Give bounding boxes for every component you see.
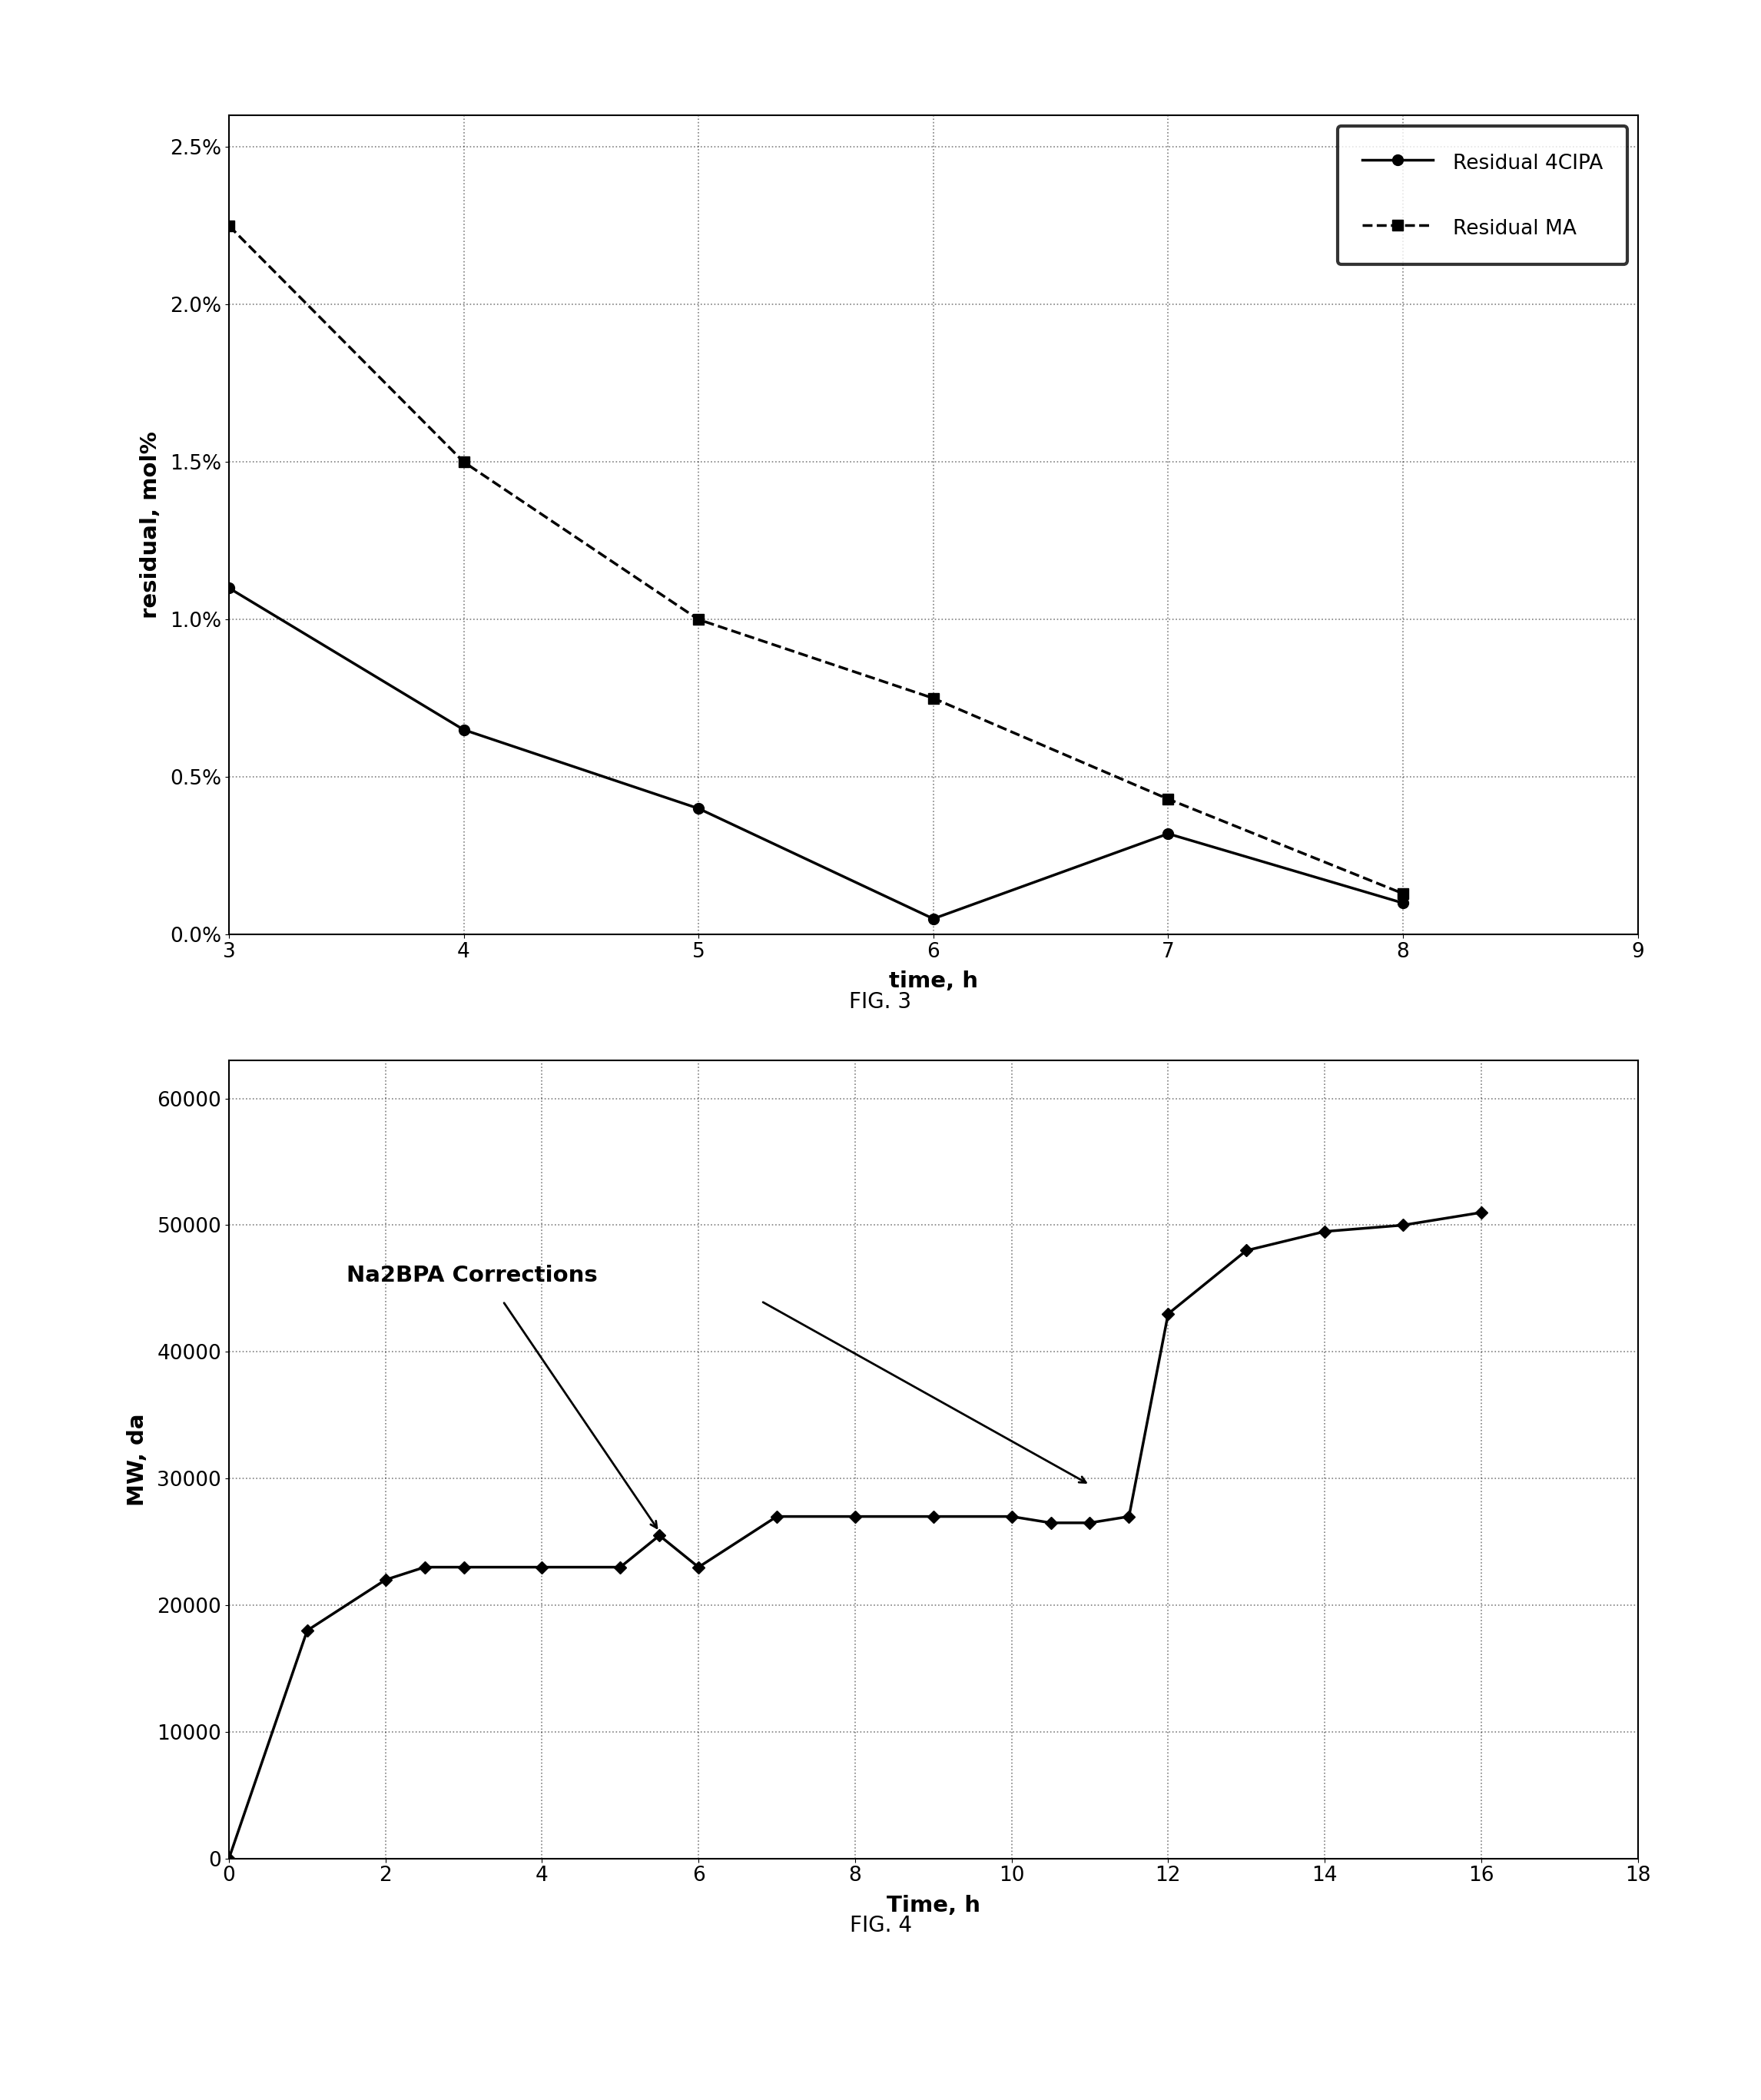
MW: [453, 1554, 474, 1579]
MW: [414, 1554, 435, 1579]
Y-axis label: residual, mol%: residual, mol%: [139, 430, 162, 620]
Residual MA: [453, 449, 474, 475]
MW: [1393, 1212, 1414, 1237]
Residual MA: [923, 685, 944, 710]
Line: MW: MW: [225, 1208, 1486, 1863]
Residual 4CIPA: [218, 575, 239, 601]
MW: [766, 1504, 787, 1529]
Line: Residual MA: Residual MA: [224, 220, 1409, 899]
MW: [1118, 1504, 1139, 1529]
Residual 4CIPA: [923, 907, 944, 932]
MW: [1157, 1302, 1178, 1327]
MW: [1000, 1504, 1021, 1529]
Residual 4CIPA: [689, 796, 710, 821]
X-axis label: Time, h: Time, h: [886, 1894, 981, 1915]
Residual 4CIPA: [1157, 821, 1178, 846]
MW: [218, 1846, 239, 1871]
Legend: Residual 4CIPA, Residual MA: Residual 4CIPA, Residual MA: [1338, 126, 1627, 265]
MW: [1236, 1237, 1257, 1262]
Text: Na2BPA Corrections: Na2BPA Corrections: [347, 1264, 597, 1287]
MW: [1314, 1218, 1335, 1243]
Residual 4CIPA: [1393, 890, 1414, 916]
MW: [296, 1617, 317, 1642]
MW: [845, 1504, 866, 1529]
MW: [923, 1504, 944, 1529]
MW: [1041, 1510, 1062, 1535]
X-axis label: time, h: time, h: [889, 970, 977, 991]
MW: [648, 1522, 669, 1548]
MW: [609, 1554, 630, 1579]
Line: Residual 4CIPA: Residual 4CIPA: [224, 582, 1409, 924]
Residual MA: [689, 607, 710, 632]
MW: [689, 1554, 710, 1579]
Y-axis label: MW, da: MW, da: [127, 1413, 148, 1506]
MW: [1079, 1510, 1101, 1535]
MW: [375, 1567, 396, 1592]
MW: [1470, 1199, 1492, 1224]
Residual 4CIPA: [453, 718, 474, 743]
Text: FIG. 4: FIG. 4: [849, 1915, 912, 1936]
Text: FIG. 3: FIG. 3: [849, 991, 912, 1012]
MW: [532, 1554, 553, 1579]
Residual MA: [1157, 788, 1178, 813]
Residual MA: [218, 214, 239, 239]
Residual MA: [1393, 882, 1414, 907]
